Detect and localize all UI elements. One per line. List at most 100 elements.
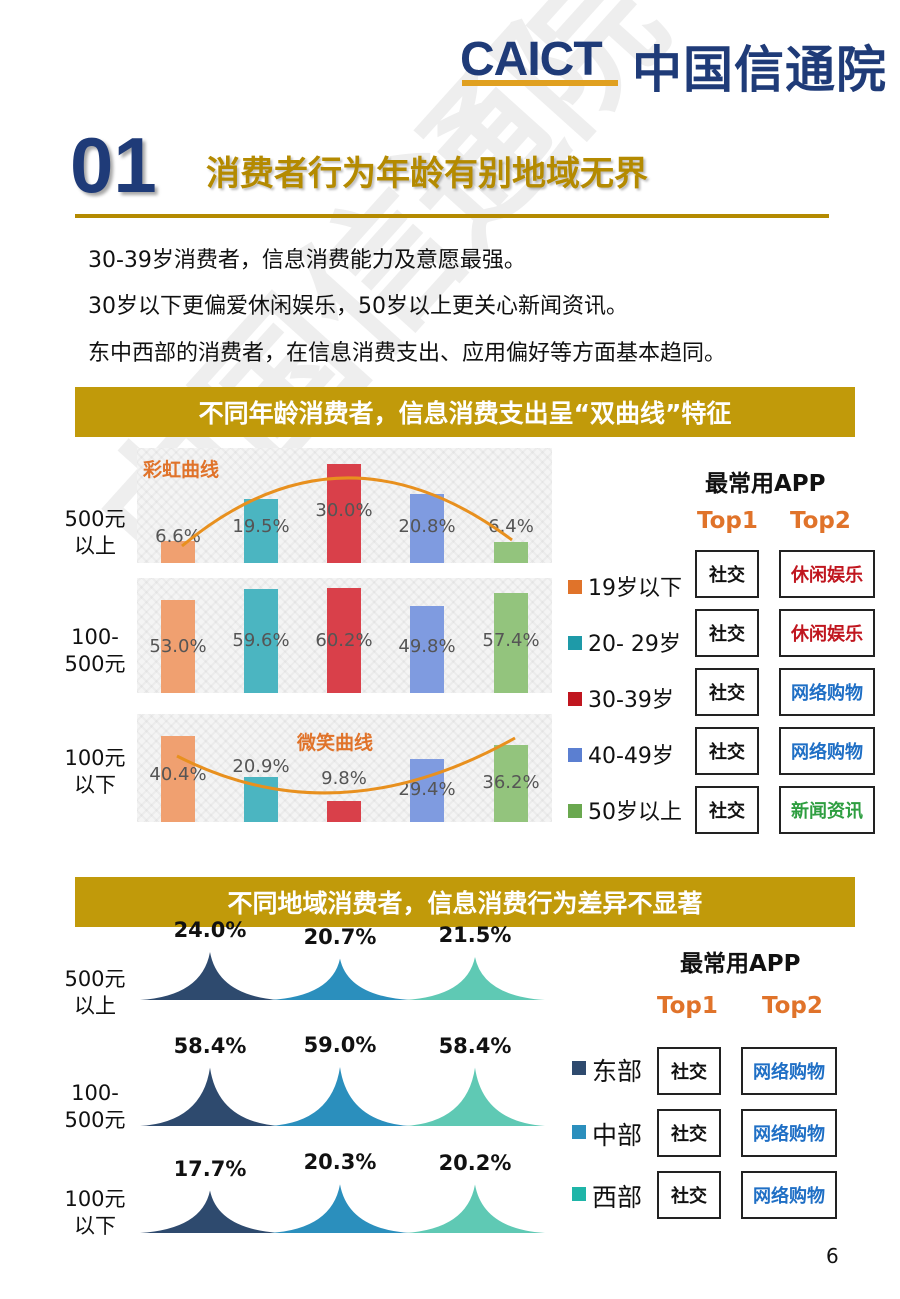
age-bar <box>494 541 528 563</box>
page-number: 6 <box>826 1244 839 1268</box>
region-peak-value: 21.5% <box>438 923 512 947</box>
age-bar <box>410 759 444 822</box>
legend-swatch <box>568 748 582 762</box>
logo-underline <box>462 80 618 86</box>
region-peak-value: 17.7% <box>173 1156 247 1181</box>
region-peak <box>270 1184 410 1233</box>
age-bar <box>410 494 444 563</box>
app-top2-box: 网络购物 <box>779 668 875 716</box>
legend-label: 50岁以上 <box>588 800 682 825</box>
legend-swatch <box>568 580 582 594</box>
age-bar <box>244 588 278 693</box>
region-peak <box>405 957 545 1000</box>
age-bar <box>327 587 361 693</box>
app-top2-box: 网络购物 <box>741 1171 837 1219</box>
legend-label: 40-49岁 <box>588 744 674 769</box>
region-peak <box>140 1067 280 1126</box>
region-peak-value: 20.7% <box>303 924 377 949</box>
age-bar-value: 29.4% <box>398 779 456 800</box>
region-app-title: 最常用APP <box>680 951 801 977</box>
age-bar-value: 40.4% <box>149 764 207 785</box>
age-bar <box>327 464 361 563</box>
region-row-label-3: 100元以下 <box>64 1187 126 1238</box>
age-bar-value: 20.9% <box>232 756 290 777</box>
age-row-label-1: 500元以上 <box>64 507 126 558</box>
age-bar <box>494 744 528 822</box>
app-top2-box: 网络购物 <box>779 727 875 775</box>
age-bar <box>327 801 361 822</box>
legend-label: 19岁以下 <box>588 576 682 601</box>
region-row-label-2: 100-500元 <box>64 1081 126 1132</box>
age-row-label-3: 100元以下 <box>64 746 126 797</box>
app-top1-box: 社交 <box>695 550 759 598</box>
age-row-label-2: 100-500元 <box>64 625 126 676</box>
age-bar-value: 36.2% <box>482 772 540 793</box>
region-peak-value: 59.0% <box>303 1033 377 1057</box>
age-bar-value: 59.6% <box>232 630 290 651</box>
app-top1-box: 社交 <box>657 1047 721 1095</box>
age-bar-value: 30.0% <box>315 500 373 521</box>
legend-swatch <box>572 1061 586 1075</box>
region-peak <box>140 952 280 1000</box>
age-bar <box>410 605 444 693</box>
age-bar-value: 49.8% <box>398 636 456 657</box>
legend-swatch <box>572 1187 586 1201</box>
region-peak <box>270 958 410 1000</box>
legend-swatch <box>568 692 582 706</box>
region-app-top1-header: Top1 <box>657 993 718 1019</box>
legend-label: 西部 <box>592 1183 643 1212</box>
intro-line-3: 东中西部的消费者，在信息消费支出、应用偏好等方面基本趋同。 <box>88 341 727 366</box>
section-title: 消费者行为年龄有别地域无界 <box>206 154 648 194</box>
age-bar <box>161 735 195 822</box>
age-app-top1-header: Top1 <box>697 508 758 534</box>
legend-swatch <box>568 636 582 650</box>
region-peak <box>405 1184 545 1233</box>
logo-chinese: 中国信通院 <box>632 41 887 99</box>
curves-overlay <box>176 476 516 795</box>
region-peak-value: 20.2% <box>438 1150 512 1175</box>
region-peak <box>270 1067 410 1126</box>
age-bar <box>161 541 195 563</box>
region-row-label-1: 500元以上 <box>64 967 126 1018</box>
region-peak-value: 24.0% <box>173 918 247 942</box>
age-app-title: 最常用APP <box>705 471 826 497</box>
app-top1-box: 社交 <box>695 786 759 834</box>
region-peak <box>140 1190 280 1233</box>
app-top1-box: 社交 <box>695 609 759 657</box>
intro-line-2: 30岁以下更偏爱休闲娱乐，50岁以上更关心新闻资讯。 <box>88 294 628 319</box>
region-peak-value: 58.4% <box>438 1033 512 1058</box>
section-number: 01 <box>70 121 157 209</box>
section-divider <box>75 214 829 218</box>
region-peak <box>405 1067 545 1126</box>
region-peak-value: 20.3% <box>303 1150 377 1175</box>
app-top1-box: 社交 <box>657 1109 721 1157</box>
region-chart <box>140 952 545 1233</box>
age-bar-value: 19.5% <box>232 516 290 537</box>
legend-swatch <box>568 804 582 818</box>
app-top1-box: 社交 <box>695 668 759 716</box>
age-bar <box>244 498 278 563</box>
intro-line-1: 30-39岁消费者，信息消费能力及意愿最强。 <box>88 248 526 273</box>
smile-curve <box>176 736 516 795</box>
app-top2-box: 休闲娱乐 <box>779 609 875 657</box>
age-bar-value: 57.4% <box>482 630 540 651</box>
age-banner: 不同年龄消费者，信息消费支出呈“双曲线”特征 <box>75 387 855 437</box>
age-app-top2-header: Top2 <box>790 508 851 534</box>
app-top2-box: 休闲娱乐 <box>779 550 875 598</box>
legend-swatch <box>572 1125 586 1139</box>
age-bar <box>161 600 195 693</box>
region-peak-value: 58.4% <box>173 1033 247 1058</box>
legend-label: 30-39岁 <box>588 688 674 713</box>
rainbow-curve <box>181 476 513 548</box>
legend-label: 20- 29岁 <box>588 632 681 657</box>
age-chart-100-500: 53.0% 59.6% 60.2% 49.8% 57.4% <box>137 578 552 693</box>
region-banner: 不同地域消费者，信息消费行为差异不显著 <box>75 877 855 927</box>
age-bar-value: 53.0% <box>149 636 207 657</box>
rainbow-curve-label: 彩虹曲线 <box>143 459 220 481</box>
legend-label: 东部 <box>592 1057 643 1086</box>
app-top1-box: 社交 <box>657 1171 721 1219</box>
age-bar-value: 60.2% <box>315 630 373 651</box>
logo-caict: CAICT <box>460 33 603 86</box>
age-bar <box>494 592 528 693</box>
app-top2-box: 新闻资讯 <box>779 786 875 834</box>
